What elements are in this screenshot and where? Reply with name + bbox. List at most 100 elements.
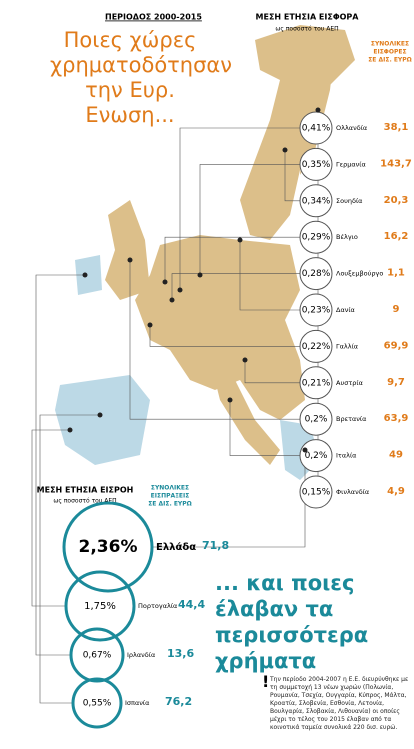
percent: 0,28% xyxy=(302,269,331,279)
percent: 0,29% xyxy=(302,233,331,243)
total: 38,1 xyxy=(384,122,409,133)
country: Βέλγιο xyxy=(336,233,358,241)
recip-heading: ΜΕΣΗ ΕΤΗΣΙΑ ΕΙΣΡΟΗ xyxy=(37,486,134,495)
contrib-subheading: ως ποσοστό του ΑΕΠ xyxy=(275,26,338,33)
percent: 0,67% xyxy=(83,651,112,661)
percent-circle xyxy=(299,184,333,218)
map-dot xyxy=(97,412,103,418)
leader-line xyxy=(229,400,300,456)
map-dot xyxy=(67,427,73,433)
leader-line xyxy=(239,240,300,311)
scandinavia xyxy=(240,25,355,240)
subtitle: ... και ποιες έλαβαν τα περισσότερα χρήμ… xyxy=(215,571,369,673)
country: Ελλάδα xyxy=(156,541,196,553)
map-dot xyxy=(237,237,243,243)
leader-line xyxy=(149,325,300,347)
percent-circle xyxy=(64,570,136,642)
britain xyxy=(105,200,150,300)
country: Πορτογαλία xyxy=(138,602,177,610)
total: 44,4 xyxy=(178,598,205,611)
percent: 1,75% xyxy=(84,601,116,612)
leader-line xyxy=(31,429,70,607)
percent: 2,36% xyxy=(79,537,138,557)
leader-line xyxy=(171,273,300,300)
total: 4,9 xyxy=(387,486,405,497)
total: 9,7 xyxy=(387,377,405,388)
percent-circle xyxy=(299,439,333,473)
total: 1,1 xyxy=(387,268,405,279)
title: Ποιες χώρες χρηματοδότησαν την Ευρ. Ενωσ… xyxy=(50,28,232,127)
iberia xyxy=(55,375,150,465)
country: Φινλανδία xyxy=(336,488,369,496)
note-icon: ! xyxy=(262,672,270,691)
country: Ολλανδία xyxy=(336,124,367,132)
percent-circle xyxy=(299,366,333,400)
continent xyxy=(135,235,305,420)
percent: 0,2% xyxy=(305,415,328,425)
total: 16,2 xyxy=(384,231,409,242)
total: 143,7 xyxy=(380,158,412,169)
map-dot xyxy=(147,322,153,328)
map-dot xyxy=(227,397,233,403)
map-dot xyxy=(162,279,168,285)
percent-circle xyxy=(62,501,154,593)
percent: 0,55% xyxy=(83,699,112,709)
country: Γερμανία xyxy=(336,160,366,168)
percent-circle xyxy=(299,475,333,509)
percent-circle xyxy=(299,402,333,436)
total: 49 xyxy=(389,450,403,461)
map-dot xyxy=(282,147,288,153)
percent: 0,23% xyxy=(302,306,331,316)
map-dot xyxy=(197,272,203,278)
contrib-totals-heading: ΕΙΣΦΟΡΕΣ xyxy=(373,49,406,56)
country: Βρετανία xyxy=(336,415,366,423)
map-dot xyxy=(302,447,308,453)
percent-circle xyxy=(299,220,333,254)
map-dot xyxy=(177,287,183,293)
italy xyxy=(210,360,280,465)
percent-circle xyxy=(71,677,123,729)
percent-circle xyxy=(299,147,333,181)
country: Ιρλανδία xyxy=(127,651,155,659)
total: 20,3 xyxy=(384,195,409,206)
percent-circle xyxy=(299,293,333,327)
country: Λουξεμβούργο xyxy=(336,270,383,278)
recip-subheading: ως ποσοστό του ΑΕΠ xyxy=(53,498,116,505)
country: Αυστρία xyxy=(336,379,363,387)
percent-circle xyxy=(299,257,333,291)
leader-line xyxy=(39,414,100,704)
recip-totals-heading: ΣΥΝΟΛΙΚΕΣ xyxy=(151,485,189,492)
map-dot xyxy=(82,272,88,278)
map-dot xyxy=(169,297,175,303)
percent: 0,35% xyxy=(302,160,331,170)
percent: 0,34% xyxy=(302,196,331,206)
contrib-totals-heading: ΣΕ ΔΙΣ. ΕΥΡΩ xyxy=(368,57,412,64)
leader-line xyxy=(35,274,85,656)
leader-line xyxy=(129,260,300,420)
recip-totals-heading: ΕΙΣΠΡΑΞΕΙΣ xyxy=(151,493,190,500)
ireland xyxy=(75,255,102,295)
leader-line xyxy=(244,360,300,384)
total: 13,6 xyxy=(167,647,194,660)
country: Σουηδία xyxy=(336,197,362,205)
percent-circle xyxy=(69,627,125,683)
percent: 0,15% xyxy=(302,488,331,498)
percent: 0,2% xyxy=(305,451,328,461)
map-dot xyxy=(242,357,248,363)
contrib-heading: ΜΕΣΗ ΕΤΗΣΙΑ ΕΙΣΦΟΡΑ xyxy=(256,13,360,22)
map-dot xyxy=(315,107,321,113)
percent-circle xyxy=(299,329,333,363)
leader-line xyxy=(164,236,300,282)
total: 63,9 xyxy=(384,413,409,424)
period: ΠΕΡΙΟΔΟΣ 2000-2015 xyxy=(105,13,202,22)
country: Ιταλία xyxy=(336,452,356,460)
total: 69,9 xyxy=(384,340,409,351)
total: 9 xyxy=(393,304,400,315)
percent-circle xyxy=(299,111,333,145)
country: Δανία xyxy=(336,306,355,314)
total: 76,2 xyxy=(165,695,192,708)
map-dot xyxy=(127,257,133,263)
percent: 0,22% xyxy=(302,342,331,352)
